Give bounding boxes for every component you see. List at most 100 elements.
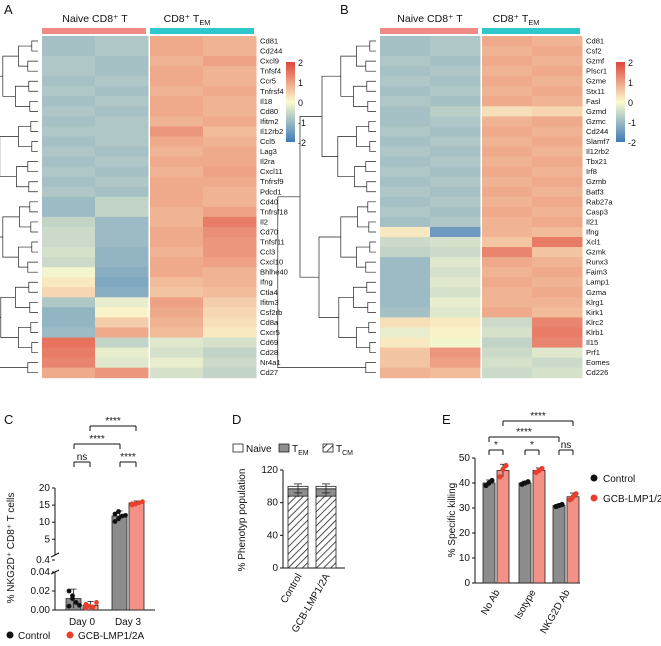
- e-y-tick-label: 50: [459, 453, 471, 464]
- dendrogram-branch: [356, 246, 370, 268]
- heatmap-0-cell: [95, 116, 149, 127]
- heatmap-0-group-label-em-sub: EM: [199, 18, 210, 27]
- dendrogram-branch: [369, 40, 376, 52]
- heatmap-0-cell: [42, 116, 96, 127]
- heatmap-1-group-label-naive: Naive CD8⁺ T: [397, 13, 463, 25]
- heatmap-1-cell: [482, 116, 533, 127]
- c-y-tick-label: 15: [39, 500, 51, 511]
- e-bar-Control: [518, 482, 532, 584]
- heatmap-0-cell: [42, 206, 96, 218]
- heatmap-0-cell: [42, 106, 96, 117]
- e-y-tick-label: 30: [459, 503, 471, 514]
- heatmap-1-cell: [482, 76, 533, 87]
- heatmap-1-cell: [482, 307, 533, 318]
- heatmap-1-cell: [532, 357, 583, 369]
- e-sig-nkg2d-label: ns: [561, 440, 572, 451]
- heatmap-0-cell: [95, 307, 149, 318]
- heatmap-0-cell: [95, 176, 149, 188]
- d-legend-swatch-cm: [322, 443, 334, 453]
- heatmap-0-cell: [42, 96, 96, 107]
- heatmap-1-cell: [380, 106, 431, 117]
- heatmap-0-cell: [95, 327, 149, 338]
- dendrogram-branch: [367, 100, 376, 112]
- heatmap-0-cell: [42, 237, 96, 248]
- e-legend-marker-gcb: [590, 494, 598, 502]
- heatmap-0-cell: [42, 146, 96, 158]
- heatmap-1-cell: [430, 166, 481, 178]
- e-y-tick-label: 40: [459, 478, 471, 489]
- heatmap-1-gene-label: Klrb1: [586, 328, 604, 337]
- heatmap-1-cell: [430, 216, 481, 228]
- heatmap-1-cell: [380, 367, 431, 379]
- heatmap-0-gene-label: Nr4a1: [260, 358, 281, 367]
- d-y-tick-label: 40: [267, 530, 279, 541]
- heatmap-1-cell: [532, 106, 583, 117]
- c-point-Control: [116, 509, 121, 514]
- heatmap-1-cell: [430, 257, 481, 268]
- dendrogram-branch: [15, 286, 30, 308]
- heatmap-0-cell: [42, 267, 96, 278]
- heatmap-1-cell: [430, 76, 481, 87]
- dendrogram-branch: [18, 45, 32, 67]
- e-bar-GCB-LMP1/2A: [566, 496, 580, 584]
- heatmap-0-gene-label: Tnfrsf9: [260, 177, 284, 186]
- heatmap-0-gene-label: Tnfsf11: [260, 238, 285, 247]
- heatmap-0-cell: [95, 66, 149, 77]
- heatmap-1-gene-label: Lamp1: [586, 278, 609, 287]
- heatmap-1-cell: [380, 166, 431, 178]
- heatmap-0-group-label-naive: Naive CD8⁺ T: [62, 13, 128, 25]
- heatmap-0-gene-label: Csf2rb: [260, 308, 282, 317]
- heatmap-1-cell: [532, 146, 583, 158]
- heatmap-1-cell: [482, 317, 533, 328]
- heatmap-1-cell: [380, 237, 431, 248]
- heatmap-1-cell: [430, 116, 481, 127]
- heatmap-0-cell: [150, 156, 204, 168]
- heatmap-1-cell: [532, 307, 583, 318]
- heatmap-1-cell: [482, 357, 533, 369]
- e-legend-marker-control: [590, 474, 598, 482]
- heatmap-0-cell: [150, 126, 204, 137]
- heatmap-0-cell: [203, 126, 257, 137]
- heatmap-1-gene-label: Faim3: [586, 268, 607, 277]
- heatmap-1-cell: [380, 66, 431, 77]
- heatmap-0-cell: [42, 327, 96, 338]
- heatmap-1-cell: [532, 277, 583, 288]
- heatmap-1-cell: [532, 287, 583, 298]
- dendrogram-branch: [0, 296, 19, 338]
- heatmap-1-gene-label: Plscr1: [586, 67, 607, 76]
- heatmap-0-cell: [42, 297, 96, 308]
- heatmap-0-cell: [150, 196, 204, 208]
- heatmap-1-cell: [380, 96, 431, 107]
- heatmap-1-cell: [380, 307, 431, 318]
- e-bar-GCB-LMP1/2A: [532, 470, 546, 584]
- c-bar-GCB-LMP1/2A: [128, 502, 145, 611]
- heatmap-0-cell: [203, 166, 257, 178]
- heatmap-0-scale-tick: -1: [298, 118, 306, 128]
- heatmap-1-cell: [532, 46, 583, 57]
- heatmap-1-cell: [380, 196, 431, 208]
- heatmap-0-cell: [150, 116, 204, 127]
- heatmap-0-cell: [150, 56, 204, 67]
- heatmap-1-group-bar-em: [482, 28, 580, 34]
- heatmap-0-cell: [203, 257, 257, 268]
- heatmap-0-cell: [42, 76, 96, 87]
- heatmap-1-cell: [430, 196, 481, 208]
- heatmap-1-gene-label: Ifng: [586, 227, 599, 236]
- e-x-tick-label: NKG2D Ab: [539, 588, 573, 636]
- heatmap-1-cell: [482, 297, 533, 308]
- heatmap-0-gene-label: Cxcl11: [260, 167, 283, 176]
- c-point-Control: [116, 516, 121, 522]
- heatmap-1-scale-tick: 0: [628, 98, 633, 108]
- heatmap-1-cell: [532, 76, 583, 87]
- heatmap-0-cell: [150, 146, 204, 158]
- dendrogram-branch: [0, 136, 19, 178]
- heatmap-0-gene-label: Cd8a: [260, 318, 279, 327]
- heatmap-1-cell: [380, 287, 431, 298]
- heatmap-1-cell: [430, 297, 481, 308]
- heatmap-0-cell: [150, 237, 204, 248]
- heatmap-0-cell: [95, 357, 149, 369]
- dendrogram-branch: [365, 261, 376, 273]
- dendrogram-branch: [368, 221, 376, 233]
- heatmap-1-gene-label: Gzmd: [586, 107, 606, 116]
- e-y-tick-label: 0: [464, 578, 470, 589]
